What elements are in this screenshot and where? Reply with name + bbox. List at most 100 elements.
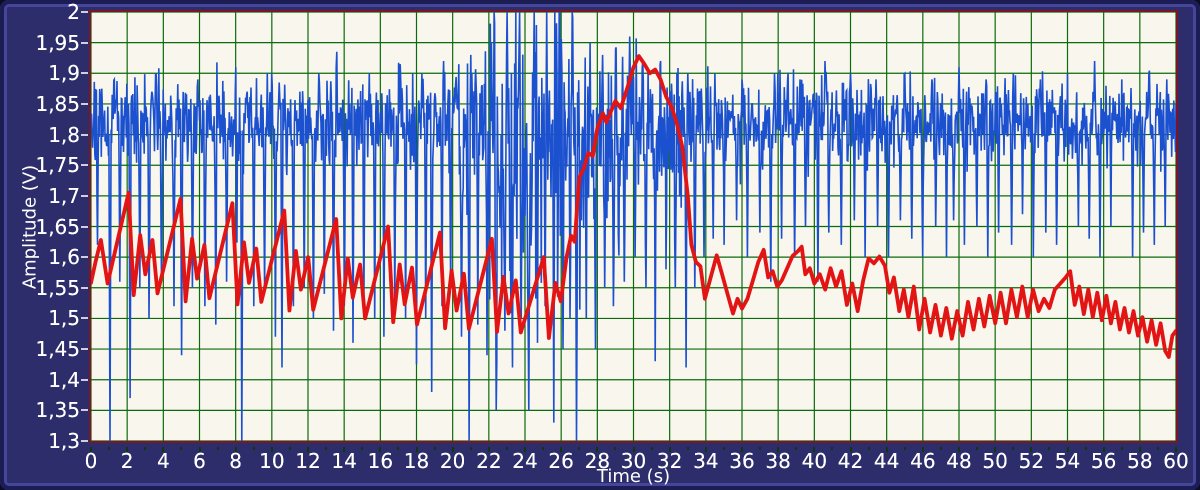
x-tick-mark [849, 447, 852, 452]
x-minor-tick-mark [325, 447, 328, 450]
x-tick-mark [90, 447, 92, 452]
x-minor-tick-mark [108, 447, 111, 450]
x-tick-mark [1102, 447, 1105, 452]
x-tick-label: 44 [873, 449, 900, 473]
x-minor-tick-mark [795, 447, 798, 450]
x-tick-label: 52 [1018, 449, 1045, 473]
x-tick-mark [126, 447, 129, 452]
x-tick-label: 46 [910, 449, 936, 473]
x-minor-tick-mark [433, 447, 436, 450]
y-tick-mark [81, 378, 88, 381]
x-tick-label: 28 [584, 449, 611, 473]
x-tick-label: 40 [801, 449, 828, 473]
x-tick-mark [777, 447, 780, 452]
x-minor-tick-mark [469, 447, 472, 450]
x-tick-label: 4 [156, 449, 170, 473]
x-tick-label: 20 [439, 449, 466, 473]
x-tick-label: 12 [295, 449, 321, 473]
x-axis-title: Time (s) [596, 466, 671, 487]
y-tick-label: 1,75 [35, 153, 80, 178]
x-tick-mark [379, 447, 382, 452]
x-tick-mark [994, 447, 997, 452]
x-minor-tick-mark [1156, 447, 1159, 450]
x-tick-mark [524, 447, 526, 452]
x-tick-label: 8 [229, 449, 243, 473]
x-tick-label: 42 [837, 449, 864, 473]
x-minor-tick-mark [397, 447, 400, 450]
x-tick-mark [958, 447, 960, 452]
x-tick-mark [234, 447, 237, 452]
y-tick-label: 1,65 [35, 214, 80, 239]
x-tick-label: 18 [403, 449, 430, 473]
x-tick-label: 16 [367, 449, 394, 473]
x-tick-mark [1030, 447, 1033, 452]
x-tick-mark [632, 447, 635, 452]
x-tick-mark [270, 447, 273, 452]
x-minor-tick-mark [831, 447, 834, 450]
y-tick-label: 1,9 [48, 61, 80, 86]
x-tick-mark [741, 447, 743, 452]
plot-area [89, 10, 1178, 443]
x-tick-label: 60 [1163, 449, 1189, 473]
y-tick-mark [81, 409, 88, 412]
x-tick-label: 22 [476, 449, 502, 473]
x-tick-label: 58 [1127, 449, 1153, 473]
y-tick-mark [81, 41, 88, 44]
y-tick-label: 1,8 [48, 122, 80, 147]
x-minor-tick-mark [650, 447, 653, 450]
x-tick-mark [343, 447, 346, 452]
x-tick-label: 6 [193, 449, 206, 473]
y-tick-mark [81, 11, 88, 13]
x-tick-mark [198, 447, 201, 452]
x-minor-tick-mark [361, 447, 364, 450]
x-minor-tick-mark [180, 447, 183, 450]
x-minor-tick-mark [939, 447, 942, 450]
x-tick-label: 26 [548, 449, 574, 473]
y-tick-mark [81, 194, 88, 197]
x-tick-mark [1138, 447, 1141, 452]
x-tick-label: 30 [620, 449, 647, 473]
y-tick-label: 1,45 [35, 337, 80, 362]
x-minor-tick-mark [1012, 447, 1015, 450]
x-minor-tick-mark [686, 447, 689, 450]
x-minor-tick-mark [578, 447, 581, 450]
x-tick-label: 50 [982, 449, 1008, 473]
x-tick-mark [813, 447, 816, 452]
series-noisy-signal [91, 12, 1176, 441]
series-smoothed-signal [91, 54, 1176, 359]
x-minor-tick-mark [252, 447, 255, 450]
y-tick-mark [81, 164, 88, 167]
x-tick-mark [451, 447, 454, 452]
x-minor-tick-mark [542, 447, 545, 450]
y-tick-mark [81, 440, 88, 442]
x-tick-label: 24 [512, 449, 538, 473]
y-tick-mark [81, 286, 88, 289]
y-tick-label: 1,7 [48, 183, 80, 208]
x-minor-tick-mark [505, 447, 508, 450]
x-minor-tick-mark [1120, 447, 1123, 450]
x-tick-mark [668, 447, 671, 452]
x-tick-label: 54 [1054, 449, 1081, 473]
y-tick-mark [81, 72, 88, 75]
x-minor-tick-mark [614, 447, 617, 450]
y-tick-mark [81, 317, 88, 320]
x-minor-tick-mark [288, 447, 291, 450]
x-tick-label: 36 [729, 449, 755, 473]
x-tick-mark [307, 447, 309, 452]
x-tick-mark [1066, 447, 1069, 452]
x-tick-label: 10 [259, 449, 285, 473]
x-tick-mark [596, 447, 599, 452]
x-minor-tick-mark [867, 447, 870, 450]
x-tick-mark [487, 447, 490, 452]
x-minor-tick-mark [976, 447, 979, 450]
y-tick-label: 1,35 [35, 398, 80, 423]
x-minor-tick-mark [216, 447, 219, 450]
x-minor-tick-mark [722, 447, 725, 450]
x-tick-mark [704, 447, 707, 452]
x-minor-tick-mark [903, 447, 906, 450]
y-tick-mark [81, 225, 88, 228]
y-tick-mark [81, 102, 88, 105]
y-tick-mark [81, 348, 88, 351]
y-tick-label: 1,3 [48, 429, 80, 453]
